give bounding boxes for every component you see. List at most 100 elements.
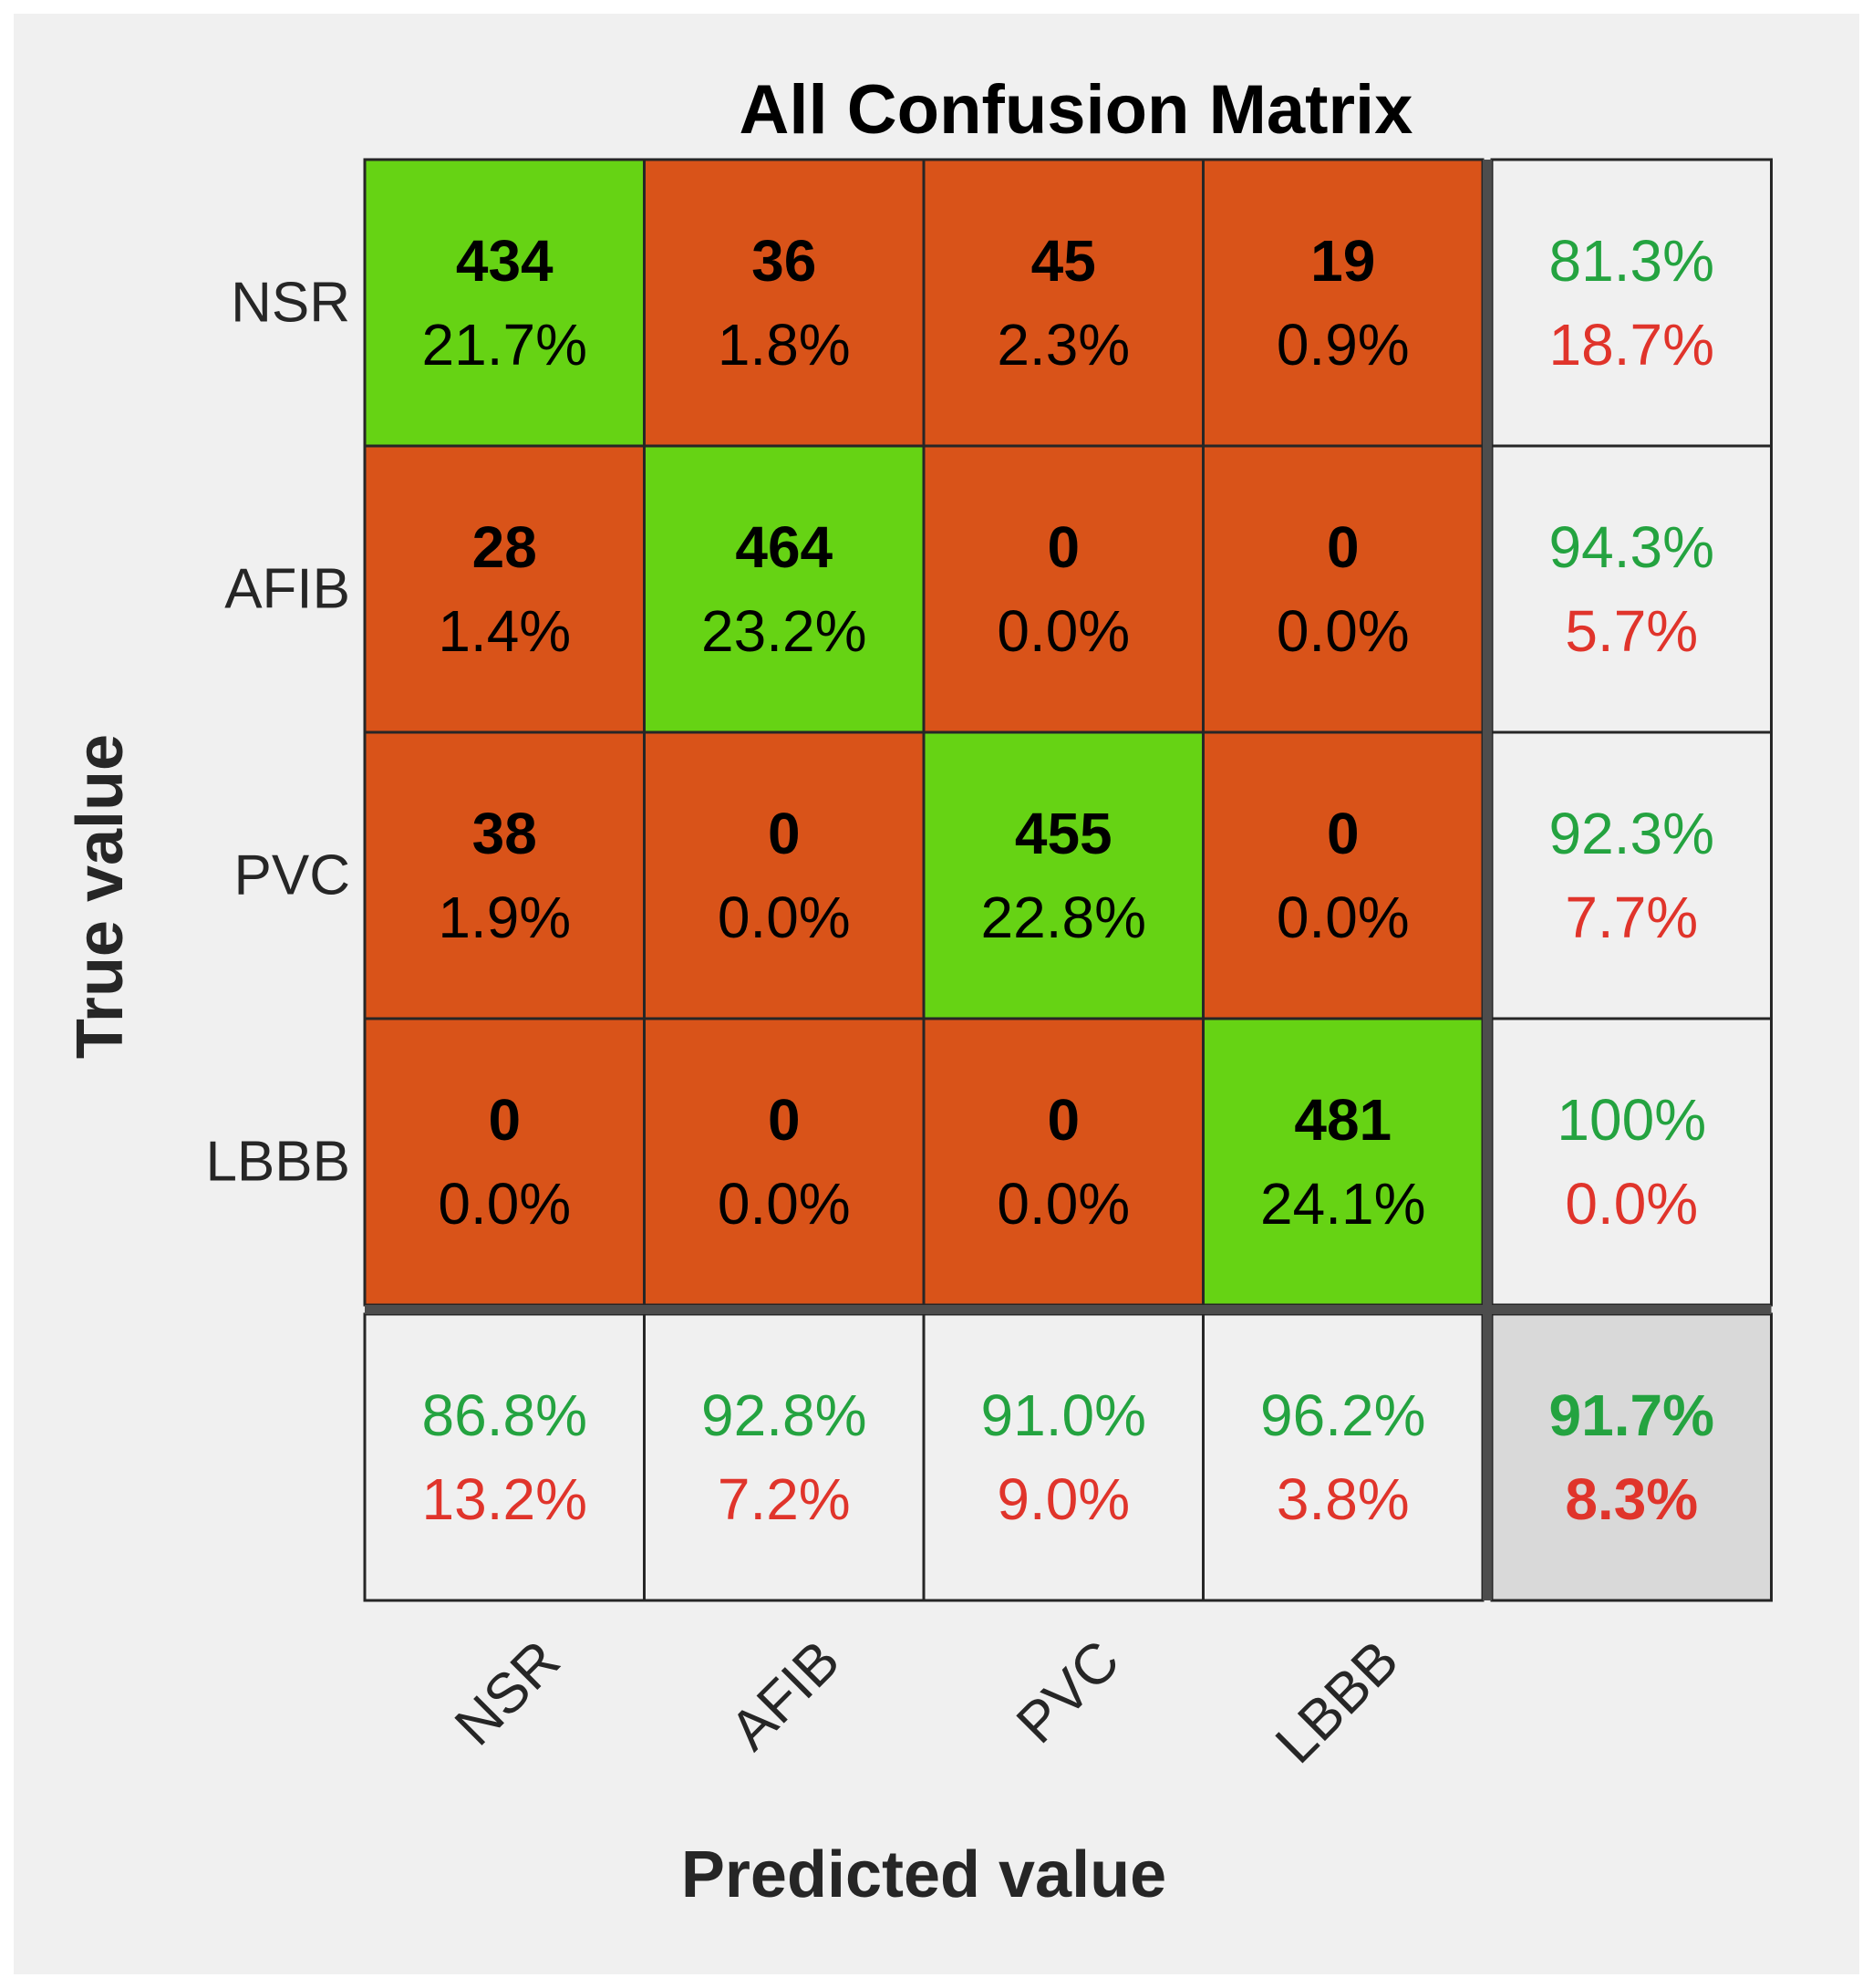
cell-percent: 0.0%	[438, 1171, 572, 1237]
cell-count: 481	[1294, 1087, 1392, 1153]
matrix-cell-label: 481 24.1%	[1206, 1078, 1480, 1246]
row-summary-incorrect: 7.7%	[1565, 885, 1699, 950]
overall-incorrect: 8.3%	[1565, 1466, 1699, 1532]
matrix-cell-label: 464 23.2%	[647, 505, 921, 673]
col-summary-label: 86.8% 13.2%	[367, 1373, 641, 1541]
col-summary-incorrect: 7.2%	[717, 1466, 851, 1532]
row-summary-correct: 81.3%	[1548, 228, 1714, 294]
col-summary-label: 96.2% 3.8%	[1206, 1373, 1480, 1541]
matrix-cell	[643, 158, 926, 448]
cell-count: 38	[471, 801, 537, 866]
row-summary-cell	[1490, 158, 1773, 448]
cell-count: 434	[455, 228, 554, 294]
row-summary-correct: 100%	[1557, 1087, 1707, 1153]
col-summary-correct: 86.8%	[421, 1382, 587, 1448]
cell-percent: 0.0%	[1276, 598, 1410, 664]
matrix-cell	[643, 444, 926, 734]
cell-percent: 0.9%	[1276, 312, 1410, 378]
matrix-cell-label: 434 21.7%	[367, 219, 641, 387]
cell-percent: 0.0%	[717, 885, 851, 950]
row-summary-incorrect: 5.7%	[1565, 598, 1699, 664]
cell-percent: 21.7%	[421, 312, 587, 378]
matrix-cell-label: 0 0.0%	[926, 1078, 1200, 1246]
matrix-cell	[1202, 730, 1485, 1020]
matrix-cell	[643, 730, 926, 1020]
matrix-cell	[363, 158, 646, 448]
matrix-cell	[363, 444, 646, 734]
matrix-cell	[922, 1017, 1205, 1307]
matrix-cell-label: 0 0.0%	[926, 505, 1200, 673]
row-summary-correct: 92.3%	[1548, 801, 1714, 866]
col-summary-cell	[363, 1312, 646, 1602]
matrix-cell	[643, 1017, 926, 1307]
col-summary-incorrect: 9.0%	[997, 1466, 1131, 1532]
col-summary-label: 91.0% 9.0%	[926, 1373, 1200, 1541]
cell-count: 0	[1047, 514, 1081, 580]
row-summary-label: 92.3% 7.7%	[1495, 792, 1768, 959]
matrix-cell-label: 0 0.0%	[647, 1078, 921, 1246]
col-summary-label: 92.8% 7.2%	[647, 1373, 921, 1541]
col-summary-cell	[922, 1312, 1205, 1602]
cell-percent: 1.8%	[717, 312, 851, 378]
matrix-cell-label: 0 0.0%	[1206, 505, 1480, 673]
matrix-cell	[1202, 158, 1485, 448]
cell-count: 45	[1030, 228, 1096, 294]
row-summary-incorrect: 0.0%	[1565, 1171, 1699, 1237]
cell-count: 0	[767, 1087, 801, 1153]
matrix-grid	[363, 158, 1773, 1602]
cell-percent: 0.0%	[997, 598, 1131, 664]
matrix-cell-label: 38 1.9%	[367, 792, 641, 959]
row-summary-label: 81.3% 18.7%	[1495, 219, 1768, 387]
matrix-cell-label: 455 22.8%	[926, 792, 1200, 959]
col-summary-incorrect: 3.8%	[1276, 1466, 1410, 1532]
confusion-matrix-figure: All Confusion Matrix True value Predicte…	[14, 14, 1859, 1974]
cell-count: 464	[735, 514, 833, 580]
cell-count: 19	[1310, 228, 1376, 294]
y-axis-label: True value	[64, 733, 137, 1060]
col-summary-incorrect: 13.2%	[421, 1466, 587, 1532]
overall-summary-label: 91.7% 8.3%	[1495, 1373, 1768, 1541]
overall-summary-cell	[1490, 1312, 1773, 1602]
cell-percent: 1.4%	[438, 598, 572, 664]
y-tick-label: LBBB	[205, 1130, 350, 1194]
row-summary-label: 94.3% 5.7%	[1495, 505, 1768, 673]
cell-count: 28	[471, 514, 537, 580]
row-summary-cell	[1490, 1017, 1773, 1307]
row-summary-correct: 94.3%	[1548, 514, 1714, 580]
cell-count: 0	[767, 801, 801, 866]
row-summary-cell	[1490, 730, 1773, 1020]
cell-percent: 23.2%	[701, 598, 867, 664]
matrix-cell	[1202, 1017, 1485, 1307]
cell-percent: 24.1%	[1260, 1171, 1426, 1237]
matrix-cell-label: 0 0.0%	[647, 792, 921, 959]
row-summary-incorrect: 18.7%	[1548, 312, 1714, 378]
cell-count: 455	[1014, 801, 1112, 866]
y-tick-label: PVC	[233, 844, 350, 907]
cell-percent: 1.9%	[438, 885, 572, 950]
row-summary-label: 100% 0.0%	[1495, 1078, 1768, 1246]
col-summary-correct: 96.2%	[1260, 1382, 1426, 1448]
cell-count: 0	[1047, 1087, 1081, 1153]
matrix-cell-label: 28 1.4%	[367, 505, 641, 673]
cell-count: 36	[751, 228, 817, 294]
cell-percent: 0.0%	[997, 1171, 1131, 1237]
matrix-cell-label: 45 2.3%	[926, 219, 1200, 387]
matrix-cell	[1202, 444, 1485, 734]
cell-percent: 0.0%	[1276, 885, 1410, 950]
matrix-cell-label: 36 1.8%	[647, 219, 921, 387]
chart-title: All Confusion Matrix	[739, 71, 1413, 149]
x-axis-label: Predicted value	[680, 1838, 1167, 1911]
cell-percent: 2.3%	[997, 312, 1131, 378]
cell-percent: 22.8%	[980, 885, 1146, 950]
y-tick-label: AFIB	[224, 557, 350, 621]
matrix-cell-label: 0 0.0%	[1206, 792, 1480, 959]
cell-percent: 0.0%	[717, 1171, 851, 1237]
y-tick-label: NSR	[231, 271, 350, 335]
matrix-cell-label: 19 0.9%	[1206, 219, 1480, 387]
cell-count: 0	[1326, 801, 1360, 866]
col-summary-correct: 92.8%	[701, 1382, 867, 1448]
matrix-cell	[922, 158, 1205, 448]
cell-count: 0	[488, 1087, 522, 1153]
matrix-cell-label: 0 0.0%	[367, 1078, 641, 1246]
overall-correct: 91.7%	[1548, 1382, 1714, 1448]
